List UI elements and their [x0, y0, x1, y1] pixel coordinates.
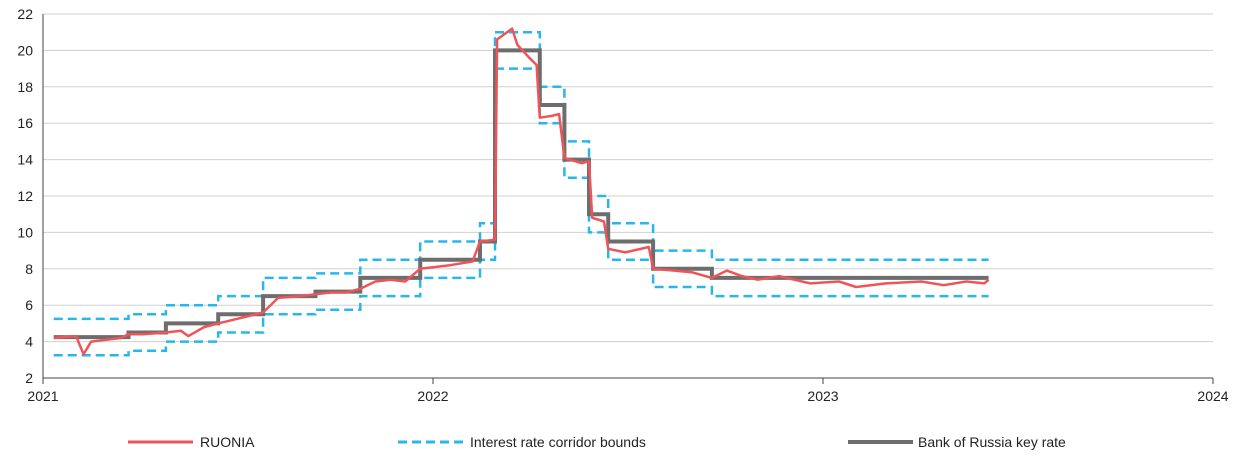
legend-label-corridor: Interest rate corridor bounds: [470, 434, 646, 450]
y-tick-label: 2: [25, 370, 33, 386]
y-tick-label: 12: [17, 188, 33, 204]
legend-label-ruonia: RUONIA: [200, 434, 255, 450]
y-tick-label: 4: [25, 334, 33, 350]
x-tick-label: 2024: [1197, 388, 1228, 404]
gridlines: [43, 13, 1213, 343]
y-tick-label: 10: [17, 224, 33, 240]
axes: [42, 14, 1214, 384]
x-tick-label: 2023: [807, 388, 838, 404]
y-tick-label: 8: [25, 261, 33, 277]
y-tick-label: 18: [17, 79, 33, 95]
corridor-upper-bound-line: [53, 30, 989, 321]
legend-label-key-rate: Bank of Russia key rate: [918, 434, 1066, 450]
y-tick-label: 6: [25, 297, 33, 313]
series-layer: [53, 27, 990, 357]
x-tick-labels: 2021 2022 2023 2024: [27, 388, 1228, 404]
y-tick-label: 22: [17, 6, 33, 22]
legend: RUONIA Interest rate corridor bounds Ban…: [128, 434, 1066, 450]
y-tick-label: 14: [17, 152, 33, 168]
ruonia-line: [53, 27, 990, 356]
corridor-lower-bound-line: [53, 67, 989, 357]
y-tick-label: 20: [17, 42, 33, 58]
x-tick-label: 2021: [27, 388, 58, 404]
y-tick-label: 16: [17, 115, 33, 131]
x-tick-label: 2022: [417, 388, 448, 404]
y-tick-labels: 2 4 6 8 10 12 14 16 18 20 22: [17, 6, 33, 386]
key-rate-line: [53, 48, 989, 340]
